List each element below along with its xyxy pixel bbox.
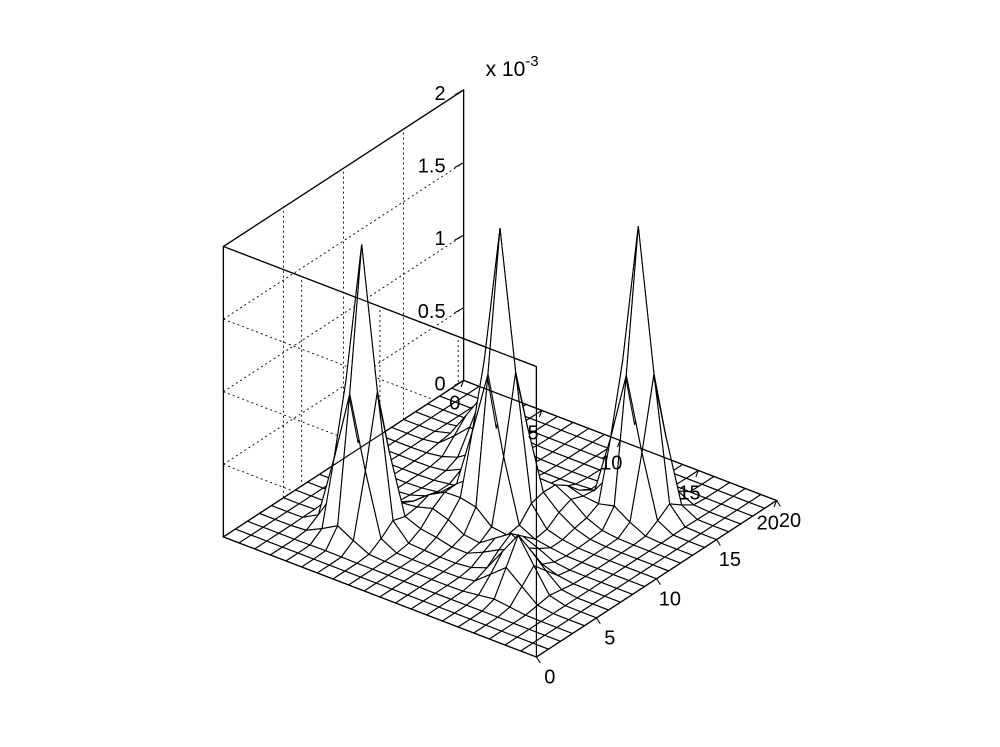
- y-tick-label: 15: [719, 549, 741, 571]
- y-tick-label: 20: [779, 510, 801, 532]
- z-exponent-power: -3: [525, 53, 538, 70]
- z-tick-label: 1: [434, 228, 445, 250]
- y-tick-label: 0: [544, 667, 555, 689]
- x-tick-label: 15: [678, 482, 700, 504]
- surface-mesh: [223, 226, 776, 657]
- z-tick-label: 0.5: [418, 301, 446, 323]
- z-exponent-label: x 10-3: [486, 53, 539, 81]
- y-tick-label: 5: [604, 627, 615, 649]
- x-tick-label: 20: [757, 512, 779, 534]
- z-exponent-base: x 10: [486, 58, 526, 81]
- x-tick-label: 0: [449, 392, 460, 414]
- x-tick-label: 10: [600, 452, 622, 474]
- surface3d-plot: 051015200510152000.511.52x 10-3: [0, 0, 1000, 747]
- z-tick-label: 2: [434, 83, 445, 105]
- y-tick-label: 10: [659, 588, 681, 610]
- z-tick-label: 0: [434, 373, 445, 395]
- z-tick-label: 1.5: [418, 156, 446, 178]
- svg-text:x 10-3: x 10-3: [486, 53, 539, 81]
